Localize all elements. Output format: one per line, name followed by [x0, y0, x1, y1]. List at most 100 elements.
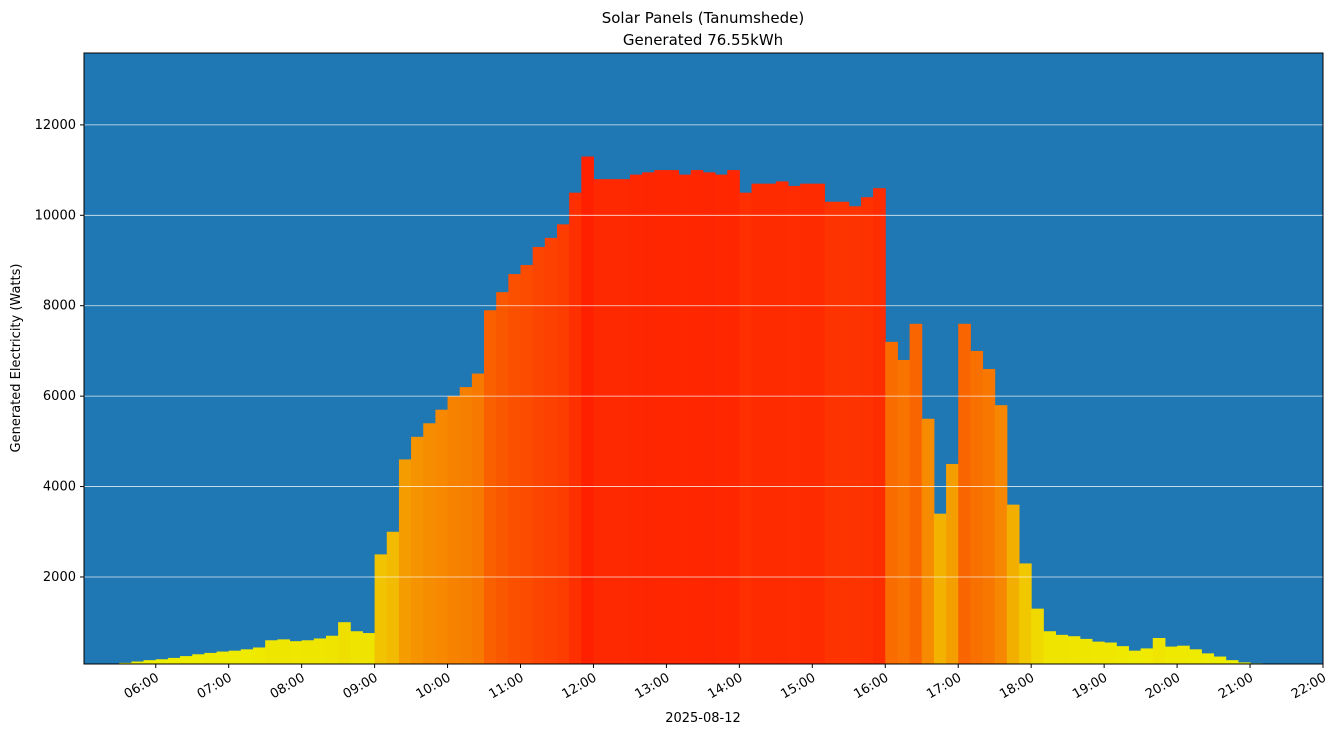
chart-subtitle: Generated 76.55kWh	[623, 31, 783, 49]
x-tick-label: 18:00	[997, 670, 1037, 702]
y-tick-label: 6000	[43, 389, 76, 404]
bar	[435, 410, 448, 664]
bar	[1214, 657, 1227, 664]
bar	[922, 419, 935, 664]
bar	[654, 170, 667, 664]
bar	[1128, 651, 1141, 664]
bar	[1141, 648, 1154, 664]
bar	[168, 658, 181, 664]
bar	[1177, 646, 1190, 664]
bar	[1043, 631, 1056, 664]
x-tick-label: 08:00	[268, 670, 308, 702]
x-tick-label: 16:00	[851, 670, 891, 702]
bar	[861, 197, 874, 664]
bar	[302, 640, 315, 664]
bar	[1116, 646, 1129, 664]
bar	[752, 184, 765, 664]
bar	[679, 175, 692, 664]
bar	[387, 532, 400, 664]
y-tick-label: 12000	[35, 118, 76, 133]
bar	[375, 554, 388, 664]
bar	[739, 193, 752, 664]
bar	[873, 188, 886, 664]
bar	[630, 175, 643, 664]
bar	[849, 206, 862, 664]
bar	[970, 351, 983, 664]
x-tick-label: 10:00	[414, 670, 454, 702]
bar	[715, 175, 728, 664]
bar	[824, 202, 837, 664]
bar	[557, 224, 570, 664]
bar	[460, 387, 473, 664]
bar	[946, 464, 959, 664]
bar	[1165, 647, 1178, 664]
x-tick-label: 06:00	[122, 670, 162, 702]
y-tick-label: 8000	[43, 299, 76, 314]
bar	[521, 265, 534, 664]
bar	[399, 459, 412, 664]
bar	[253, 647, 266, 664]
bar	[581, 157, 594, 664]
x-tick-label: 22:00	[1289, 670, 1329, 702]
bar	[156, 659, 169, 664]
bar	[229, 651, 242, 664]
bar	[1056, 635, 1069, 664]
bar	[1226, 660, 1239, 664]
bar	[593, 179, 606, 664]
bar	[642, 172, 655, 664]
x-tick-label: 11:00	[487, 670, 527, 702]
bar	[289, 641, 302, 664]
bar	[326, 636, 339, 664]
bar	[277, 639, 290, 664]
bar	[764, 184, 777, 664]
x-tick-label: 13:00	[632, 670, 672, 702]
bar	[885, 342, 898, 664]
bar	[691, 170, 704, 664]
bar	[265, 640, 278, 664]
bar	[484, 310, 497, 664]
bar	[472, 374, 485, 664]
bar	[837, 202, 850, 664]
bar	[812, 184, 825, 664]
bar	[727, 170, 740, 664]
chart-title: Solar Panels (Tanumshede)	[602, 9, 805, 27]
bar	[192, 654, 205, 664]
x-tick-label: 17:00	[924, 670, 964, 702]
bar	[934, 514, 947, 664]
x-tick-label: 19:00	[1070, 670, 1110, 702]
bar	[1153, 638, 1166, 664]
bar	[217, 652, 230, 664]
bar	[666, 170, 679, 664]
bar	[995, 405, 1008, 664]
bar	[144, 660, 157, 664]
bar	[800, 184, 813, 664]
y-tick-label: 2000	[43, 570, 76, 585]
bar	[788, 186, 801, 664]
bar	[204, 653, 217, 664]
x-tick-label: 15:00	[778, 670, 818, 702]
bar	[423, 423, 436, 664]
bar	[1031, 609, 1044, 664]
bar	[338, 622, 351, 664]
bar	[314, 638, 327, 664]
bar	[569, 193, 582, 664]
bar	[241, 649, 254, 664]
y-tick-label: 10000	[35, 208, 76, 223]
bar	[1019, 563, 1032, 664]
bar	[496, 292, 509, 664]
bar	[1080, 639, 1093, 664]
x-tick-label: 07:00	[195, 670, 235, 702]
bar	[508, 274, 521, 664]
x-tick-label: 20:00	[1143, 670, 1183, 702]
bar	[897, 360, 910, 664]
bar	[958, 324, 971, 664]
bar	[1068, 636, 1081, 664]
bar	[448, 396, 461, 664]
bar	[618, 179, 631, 664]
bar	[545, 238, 558, 664]
x-tick-label: 09:00	[341, 670, 381, 702]
bar	[1092, 642, 1105, 664]
bar	[1007, 505, 1020, 664]
bar	[1189, 649, 1202, 664]
